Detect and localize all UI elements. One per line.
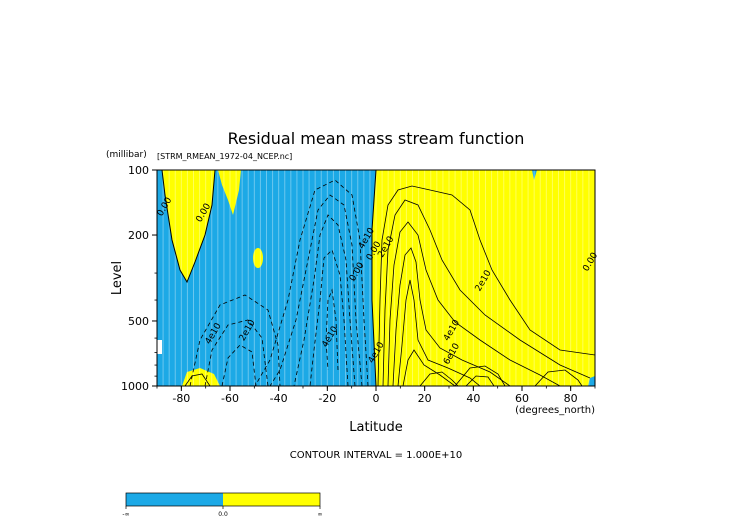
contour-neg-7 [204, 319, 269, 386]
contour-zero-line-south [161, 170, 216, 284]
y-tick-label: 500 [128, 315, 149, 328]
colorbar-label-max: ∞ [318, 511, 323, 518]
contour-interval-note: CONTOUR INTERVAL = 1.000E+10 [290, 450, 462, 461]
x-tick-label: 0 [373, 392, 380, 405]
colorbar-negative [126, 493, 223, 506]
surface-pocket [182, 368, 220, 386]
missing-data-patch [157, 340, 162, 354]
x-tick-label: -20 [318, 392, 336, 405]
y-tick-label: 100 [128, 164, 149, 177]
contour-neg-6 [189, 294, 281, 386]
contour-pos-11 [184, 373, 211, 386]
contour-neg-3 [293, 214, 356, 386]
contour-pos-3 [387, 221, 561, 386]
contour-pos-8 [454, 365, 506, 386]
colorbar-label-min: -∞ [122, 511, 129, 518]
x-tick-label: -80 [172, 392, 190, 405]
contour-zero-line [371, 170, 377, 386]
colorbar-label-zero: 0.0 [218, 511, 228, 518]
x-axis: -80 -60 -40 -20 0 20 40 60 80 [156, 386, 596, 405]
corner-patch [588, 376, 595, 386]
contour-neg-2 [269, 194, 363, 386]
contour-neg-4 [309, 249, 349, 386]
contour-pos-9 [465, 375, 495, 386]
contour-neg-1 [254, 179, 369, 386]
grid-lines [157, 170, 595, 386]
y-axis: 100 200 500 1000 [121, 164, 157, 393]
chart-title: Residual mean mass stream function [228, 129, 525, 148]
negative-region [157, 170, 376, 386]
x-tick-label: 20 [418, 392, 432, 405]
contour-neg-8 [221, 344, 257, 386]
x-tick-label: -40 [270, 392, 288, 405]
x-tick-label: 60 [515, 392, 529, 405]
contour-pos-4 [392, 247, 511, 386]
x-units-label: (degrees_north) [515, 405, 595, 416]
contour-pos-5 [397, 279, 481, 386]
contour-fills [157, 170, 595, 386]
y-tick-label: 200 [128, 229, 149, 242]
dataset-label: [STRM_RMEAN_1972-04_NCEP.nc] [157, 152, 292, 161]
x-tick-label: -60 [221, 392, 239, 405]
positive-pocket [218, 170, 241, 215]
x-tick-label: 40 [466, 392, 480, 405]
colorbar: -∞ 0.0 ∞ [122, 492, 323, 518]
contour-pos-2 [382, 199, 591, 386]
contour-pos-7 [419, 371, 459, 386]
y-units-label: (millibar) [106, 150, 147, 160]
y-axis-label: Level [110, 261, 125, 295]
contour-lines [161, 170, 595, 386]
notch [532, 170, 537, 180]
colorbar-positive [223, 493, 320, 506]
contour-neg-5 [325, 288, 339, 371]
contour-pos-6 [402, 349, 456, 386]
contour-pos-10 [534, 369, 583, 386]
contour-pos-1 [377, 185, 595, 386]
positive-blob [253, 248, 263, 268]
x-tick-label: 80 [564, 392, 578, 405]
y-tick-label: 1000 [121, 380, 149, 393]
x-axis-label: Latitude [349, 420, 403, 435]
